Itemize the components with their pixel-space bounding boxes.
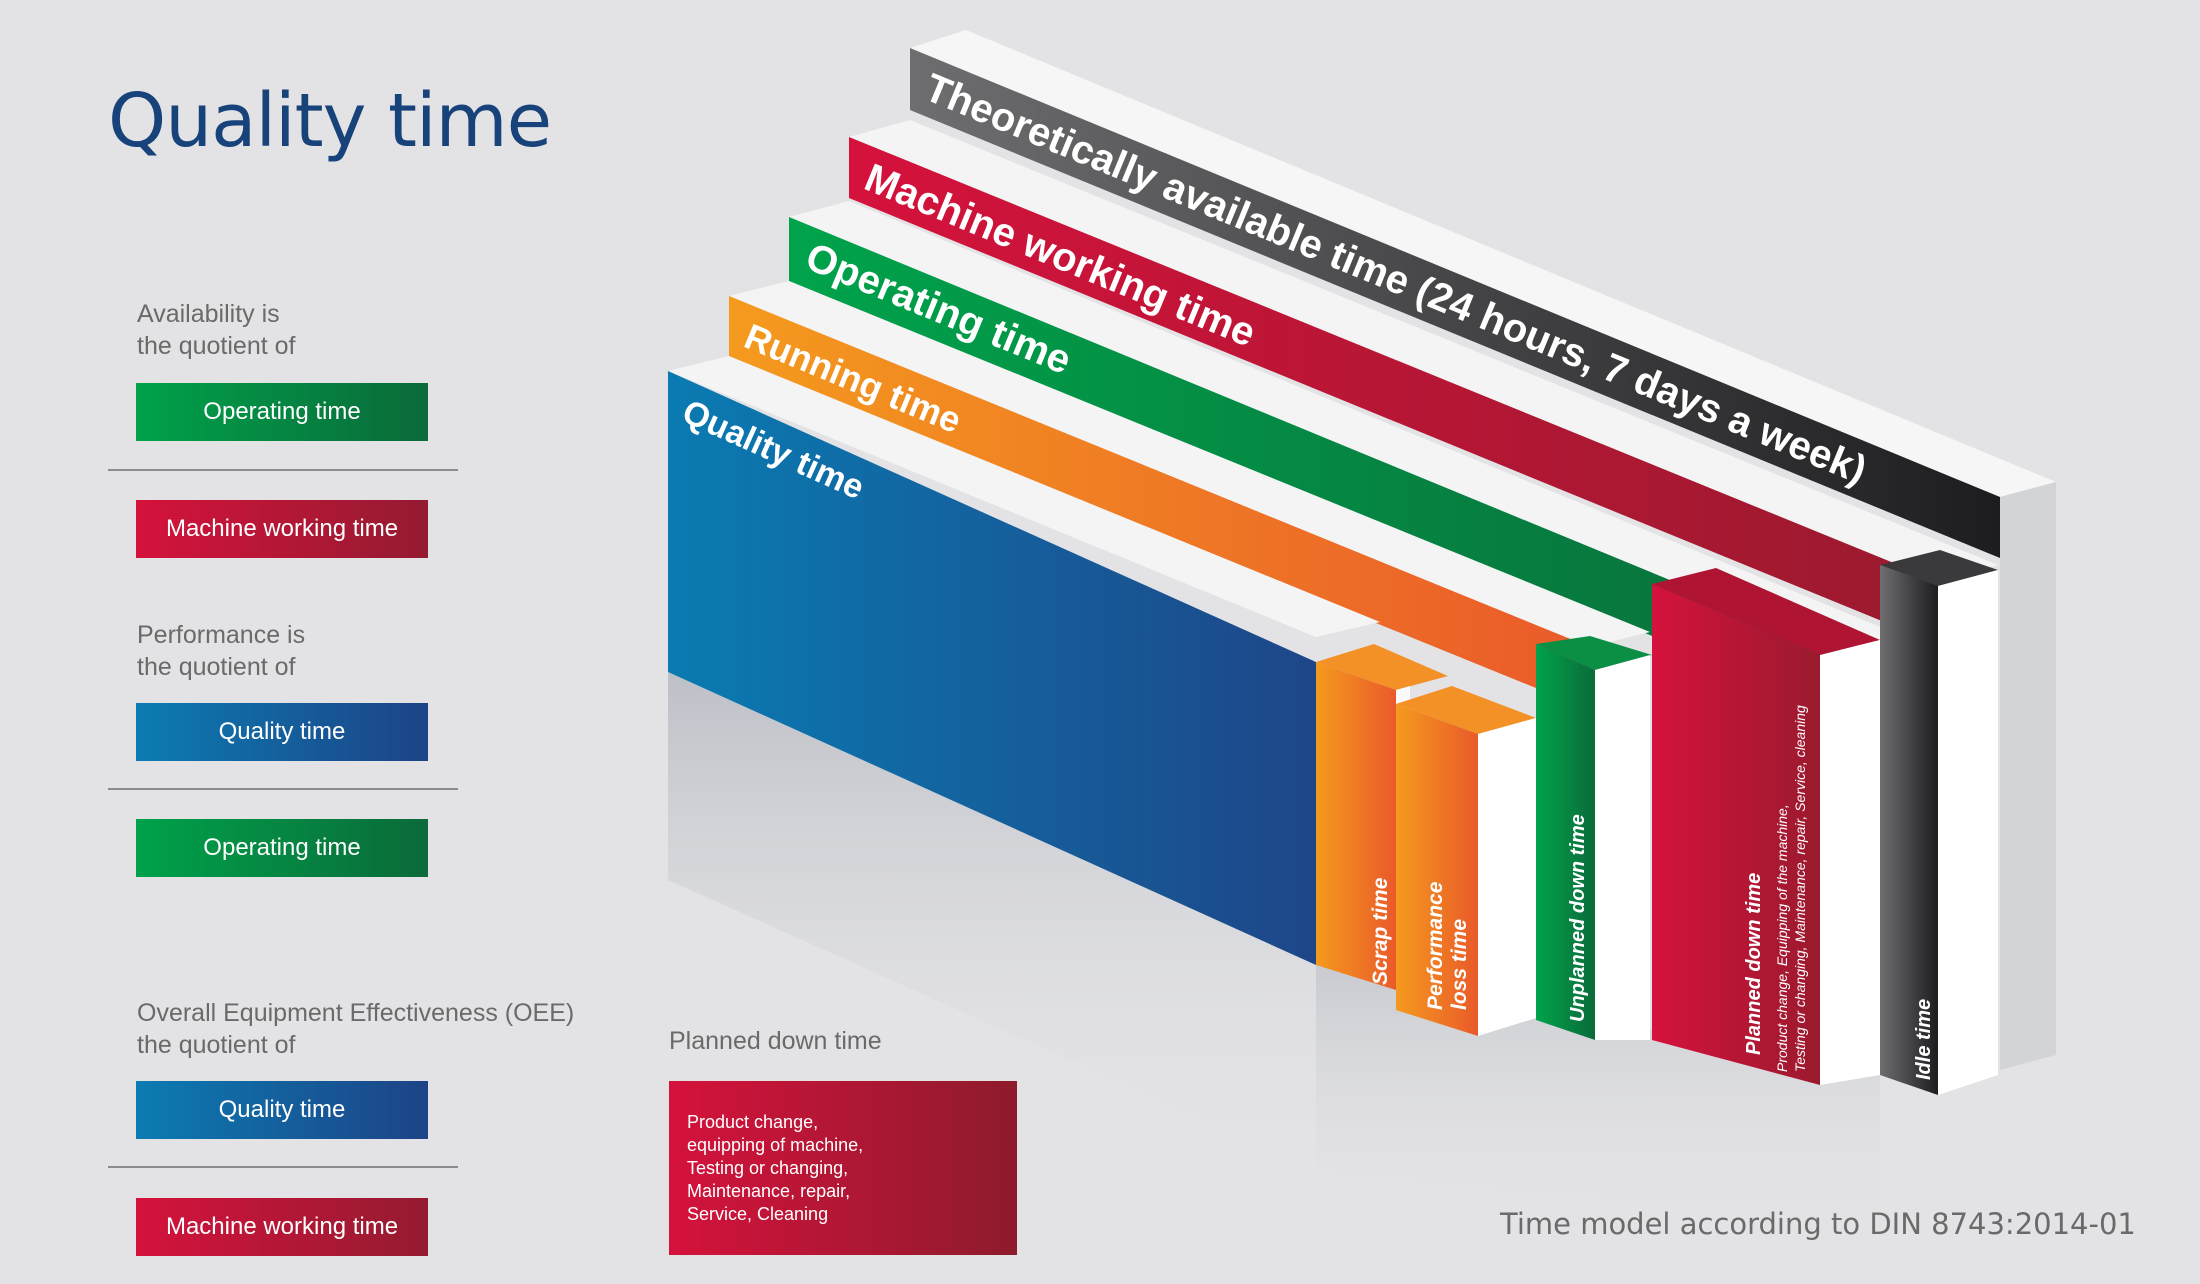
- planned-down-line: Maintenance, repair,: [687, 1181, 851, 1201]
- oee-caption-line: Overall Equipment Effectiveness (OEE): [137, 999, 575, 1027]
- loss-label-planned: Planned down time: [1743, 873, 1765, 1055]
- planned-down-line: equipping of machine,: [687, 1135, 864, 1155]
- loss-label-scrap: Scrap time: [1369, 877, 1392, 985]
- diagram-reflection: [1316, 965, 1880, 1230]
- loss-sublabel-planned: Product change, Equipping of the machine…: [1774, 804, 1790, 1072]
- planned-down-caption: Planned down time: [669, 1027, 882, 1055]
- performance-caption-line: the quotient of: [137, 653, 296, 681]
- performance-fraction-line: [108, 788, 458, 790]
- availability-numerator-box: Operating time: [136, 383, 428, 441]
- availability-caption-line: the quotient of: [137, 332, 296, 360]
- oee-denominator-box: Machine working time: [136, 1198, 428, 1256]
- oee-numerator-box: Quality time: [136, 1081, 428, 1139]
- oee-caption: Overall Equipment Effectiveness (OEE) th…: [137, 997, 574, 1061]
- diagram-reflection: [668, 672, 1316, 1170]
- svg-text:Performance loss time: Performance loss time: [1424, 876, 1471, 1010]
- availability-caption: Availability is the quotient of: [137, 298, 295, 362]
- loss-planned-down-time: [1652, 568, 1880, 1085]
- beam-operating-time: [789, 201, 1936, 728]
- loss-label-performance: Performance: [1424, 881, 1447, 1010]
- loss-idle-time: [1880, 550, 1998, 1095]
- beam-machine-working-time: [849, 120, 1998, 644]
- loss-label-unplanned: Unplanned down time: [1567, 814, 1589, 1022]
- page-title: Quality time: [108, 78, 552, 164]
- availability-caption-line: Availability is: [137, 300, 280, 328]
- beam-running-time: [729, 281, 1650, 710]
- beam-theoretical-time: [910, 30, 2056, 1070]
- loss-label-idle: Idle time: [1913, 999, 1935, 1080]
- loss-sublabel-planned: Testing or changing, Maintenance, repair…: [1792, 705, 1808, 1072]
- svg-text:Product change, Equipping of t: Product change, Equipping of the machine…: [1774, 705, 1808, 1072]
- loss-unplanned-down-time: [1536, 636, 1652, 1040]
- availability-denominator-box: Machine working time: [136, 500, 428, 558]
- planned-down-box: Product change, equipping of machine, Te…: [669, 1081, 1017, 1255]
- planned-down-line: Service, Cleaning: [687, 1204, 829, 1224]
- performance-numerator-box: Quality time: [136, 703, 428, 761]
- performance-caption-line: Performance is: [137, 621, 306, 649]
- planned-down-line: Testing or changing,: [687, 1158, 849, 1178]
- performance-denominator-box: Operating time: [136, 819, 428, 877]
- oee-fraction-line: [108, 1166, 458, 1168]
- performance-caption: Performance is the quotient of: [137, 619, 305, 683]
- loss-label-performance: loss time: [1448, 919, 1471, 1010]
- oee-caption-line: the quotient of: [137, 1031, 296, 1059]
- loss-performance-time: [1396, 686, 1536, 1036]
- availability-fraction-line: [108, 469, 458, 471]
- planned-down-line: Product change,: [687, 1112, 819, 1132]
- beam-quality-time: [668, 356, 1380, 965]
